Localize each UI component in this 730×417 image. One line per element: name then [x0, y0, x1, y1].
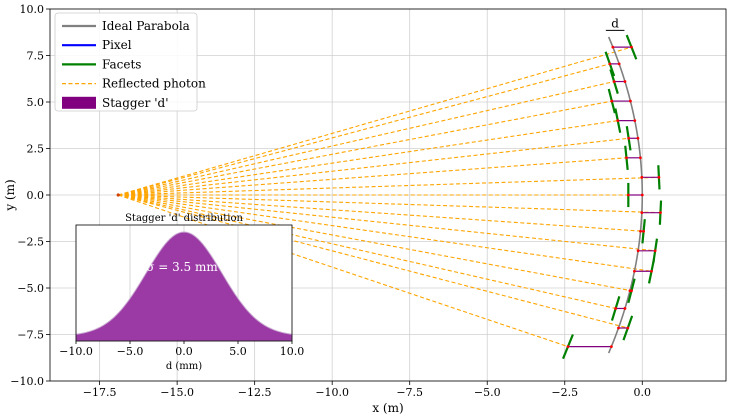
stagger-arrowhead [623, 80, 627, 83]
x-tick-label: −5.0 [474, 386, 501, 399]
y-tick-label: 7.5 [27, 50, 45, 63]
photon-path [118, 46, 632, 196]
d-annotation: d [605, 16, 625, 31]
x-tick-label: −2.5 [551, 386, 578, 399]
stagger-arrowhead [636, 136, 640, 140]
x-tick-label: 0.0 [634, 386, 652, 399]
gaussian-area [75, 231, 293, 342]
inset-x-axis-label: d (mm) [166, 361, 202, 372]
stagger-arrowhead [636, 249, 640, 253]
stagger-arrowhead [627, 136, 631, 140]
y-tick-label: −10.0 [10, 375, 44, 388]
inset-x-tick-label: 10.0 [280, 345, 305, 358]
stagger-arrowhead [640, 175, 644, 179]
main-y-ticks: −10.0 −7.5 −5.0 −2.5 0.0 2.5 5.0 7.5 10.0 [10, 3, 50, 388]
stagger-arrowhead [610, 99, 614, 103]
inset-x-tick-label: 5.0 [229, 345, 247, 358]
reflected-photons [116, 46, 661, 348]
photon-path [118, 157, 627, 196]
photon-path [118, 81, 615, 196]
legend-box [54, 12, 198, 112]
inset-x-ticks: −10.0 −5.0 0.0 5.0 10.0 [59, 341, 304, 358]
x-tick-label: −10.0 [315, 386, 349, 399]
legend-label: Stagger 'd' [102, 96, 169, 110]
photon-path [118, 194, 569, 348]
x-tick-label: −7.5 [396, 386, 423, 399]
stagger-arrowhead [633, 119, 637, 122]
stagger-arrowhead [640, 211, 644, 215]
legend-label: Facets [102, 57, 141, 71]
main-plot-frame [49, 8, 727, 382]
photon-path [118, 63, 610, 196]
x-tick-label: −12.5 [238, 386, 272, 399]
photon-path [118, 194, 628, 329]
inset-distribution: −10.0 −5.0 0.0 5.0 10.0 Stagger 'd' distribu… [59, 213, 304, 372]
stagger-arrowhead [616, 119, 620, 122]
inset-title: Stagger 'd' distribution [125, 213, 243, 224]
d-annotation-label: d [611, 16, 619, 30]
stagger-arrows [566, 45, 662, 348]
y-tick-label: −5.0 [17, 282, 44, 295]
stagger-arrowhead [640, 193, 644, 197]
photon-path [118, 194, 644, 232]
stagger-arrowhead [608, 62, 612, 66]
photon-path [118, 194, 652, 272]
stagger-arrowhead [617, 326, 620, 330]
stagger-arrowhead [639, 156, 642, 160]
y-tick-label: 0.0 [27, 189, 45, 202]
y-tick-label: 5.0 [27, 96, 45, 109]
y-tick-label: 10.0 [20, 3, 45, 16]
legend-swatch-patch [62, 96, 96, 109]
stagger-arrowhead [611, 45, 615, 49]
legend-label: Ideal Parabola [102, 19, 190, 33]
stagger-arrowhead [625, 156, 628, 160]
stagger-arrowhead [626, 193, 630, 197]
stagger-arrowhead [629, 99, 632, 103]
x-tick-label: −17.5 [83, 386, 117, 399]
y-tick-label: −2.5 [17, 236, 44, 249]
x-axis-label: x (m) [372, 401, 403, 415]
stagger-arrowhead [612, 80, 616, 83]
stagger-arrowhead [609, 345, 613, 348]
inset-x-tick-label: −5.0 [117, 345, 144, 358]
stagger-arrowhead [650, 269, 653, 273]
stagger-arrowhead [630, 289, 633, 293]
inset-x-tick-label: 0.0 [175, 345, 193, 358]
stagger-arrowhead [659, 211, 662, 215]
photon-path [118, 194, 616, 309]
legend-entries: Ideal Parabola Pixel Facets Reflected photo… [62, 19, 206, 110]
photon-path [118, 194, 632, 292]
photon-path [118, 100, 612, 196]
stagger-arrowhead [614, 307, 618, 310]
stagger-arrowhead [617, 62, 621, 66]
inset-x-tick-label: −10.0 [59, 345, 93, 358]
legend: Ideal Parabola Pixel Facets Reflected photo… [54, 12, 206, 112]
y-tick-label: −7.5 [17, 329, 44, 342]
stagger-arrowhead [626, 326, 630, 330]
legend-label: Pixel [102, 38, 132, 52]
stagger-arrowhead [633, 269, 636, 273]
photon-path [118, 137, 629, 196]
photon-path [118, 176, 659, 196]
stagger-arrowhead [657, 175, 661, 179]
stagger-arrowhead [642, 229, 646, 233]
legend-label: Reflected photon [102, 77, 206, 91]
stagger-arrowhead [623, 307, 627, 310]
x-tick-label: −15.0 [160, 386, 194, 399]
stagger-arrowhead [639, 229, 642, 233]
main-x-ticks: −17.5 −15.0 −12.5 −10.0 −7.5 −5.0 −2.5 0.0 [83, 381, 651, 399]
stagger-arrowhead [630, 45, 633, 49]
source-point [116, 193, 120, 197]
y-axis-label: y (m) [3, 179, 17, 211]
stagger-arrowhead [566, 345, 570, 348]
stagger-arrowhead [653, 249, 657, 253]
photon-path [118, 194, 656, 252]
photon-path [118, 194, 661, 214]
inset-sigma-annotation: σ = 3.5 mm [146, 260, 218, 274]
y-tick-label: 2.5 [27, 143, 45, 156]
